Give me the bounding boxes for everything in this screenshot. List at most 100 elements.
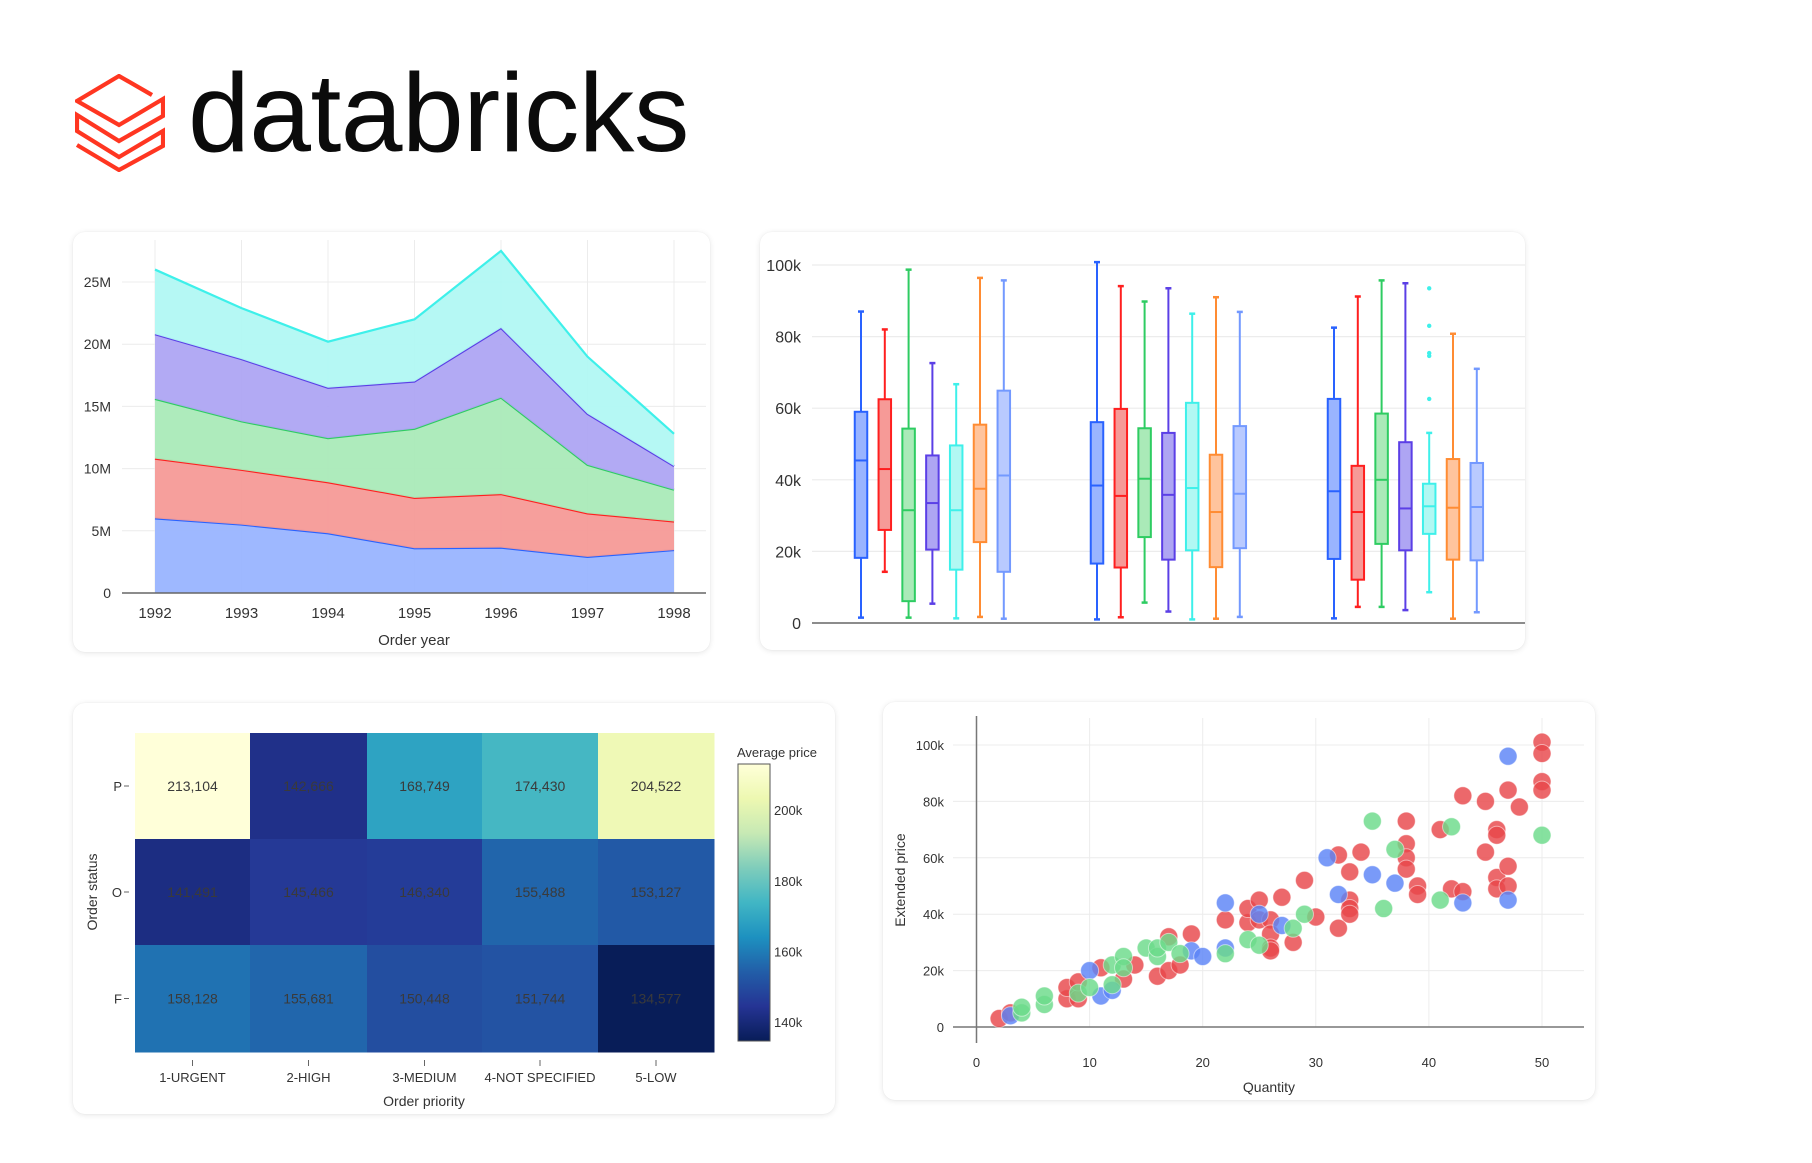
area-band-0 xyxy=(155,518,674,593)
y-tick-label: 0 xyxy=(792,616,801,633)
x-axis-title: Order priority xyxy=(383,1093,465,1109)
area-line-4 xyxy=(154,249,675,435)
y-axis-title: Order status xyxy=(84,853,100,930)
scatter-chart-card xyxy=(883,702,1595,1100)
box-iqr xyxy=(877,398,893,531)
scatter-point xyxy=(1340,862,1360,882)
heatmap-cell xyxy=(367,839,483,946)
colorbar-tick-label: 200k xyxy=(774,803,803,818)
scatter-point xyxy=(1317,848,1337,868)
x-axis-title: Quantity xyxy=(1243,1079,1295,1095)
box-iqr xyxy=(1184,401,1200,552)
scatter-point xyxy=(1215,944,1235,964)
box-iqr xyxy=(1232,425,1248,550)
x-tick-label: 1998 xyxy=(657,605,690,622)
box-iqr xyxy=(1350,464,1366,581)
colorbar-tick-label: 180k xyxy=(774,874,803,889)
scatter-point xyxy=(1475,842,1495,862)
x-tick-label: 1996 xyxy=(484,605,517,622)
scatter-point xyxy=(1487,825,1507,845)
box-iqr xyxy=(901,427,916,603)
scatter-point xyxy=(1193,947,1213,966)
scatter-point xyxy=(1102,975,1122,995)
colorbar-tick-label: 140k xyxy=(774,1015,803,1030)
x-tick-label: 1997 xyxy=(571,605,604,622)
scatter-point xyxy=(1509,797,1529,817)
box-iqr xyxy=(948,444,964,571)
y-tick-label: 0 xyxy=(937,1020,944,1035)
x-tick-label: 50 xyxy=(1535,1055,1549,1070)
scatter-chart: 0 10 20 30 40 50 0 20k 40k 60k 80k 100k Quantity Exte… xyxy=(892,716,1584,1095)
area-band-1 xyxy=(155,458,674,557)
box-iqr xyxy=(996,389,1012,573)
y-tick-label: 15M xyxy=(84,398,111,414)
heatmap-cell xyxy=(482,839,599,946)
heatmap-cell-label: 150,448 xyxy=(399,991,450,1007)
scatter-point xyxy=(1283,918,1303,938)
box-plot-chart: 0 20k 40k 60k 80k 100k xyxy=(766,258,1525,633)
box-iqr xyxy=(1326,397,1342,560)
scatter-point xyxy=(1498,746,1518,766)
scatter-point xyxy=(1328,884,1348,904)
scatter-point xyxy=(1362,865,1382,885)
box-iqr xyxy=(972,423,988,544)
x-tick-label: 1994 xyxy=(311,605,344,622)
scatter-point xyxy=(1328,918,1348,938)
y-tick-label: 0 xyxy=(103,585,111,601)
colorbar-title: Average price xyxy=(737,745,817,760)
y-axis-title: Extended price xyxy=(892,833,908,927)
scatter-point xyxy=(1408,884,1428,904)
scatter-point xyxy=(1080,961,1100,981)
scatter-point xyxy=(1034,986,1054,1006)
heatmap-cell-label: 168,749 xyxy=(399,778,450,794)
x-tick-label: 4-NOT SPECIFIED xyxy=(484,1070,595,1085)
scatter-point xyxy=(1396,811,1416,831)
heatmap-cell-label: 174,430 xyxy=(515,778,566,794)
y-tick-label: 10M xyxy=(84,461,111,477)
heatmap-cell xyxy=(482,945,599,1053)
heatmap-cell-label: 146,340 xyxy=(399,884,450,900)
y-tick-label: 100k xyxy=(766,258,802,275)
x-tick-label: 1-URGENT xyxy=(159,1070,226,1085)
y-tick-label: 80k xyxy=(775,330,802,347)
heatmap-cell xyxy=(598,733,715,840)
x-tick-label: 1995 xyxy=(398,605,431,622)
scatter-point xyxy=(1012,997,1032,1017)
x-tick-label: 40 xyxy=(1422,1055,1436,1070)
y-tick-label: P xyxy=(113,779,122,794)
x-tick-label: 1993 xyxy=(225,605,258,622)
scatter-point xyxy=(1294,904,1314,924)
scatter-point xyxy=(1170,944,1190,964)
heatmap-cell xyxy=(367,945,483,1053)
x-axis-title: Order year xyxy=(378,632,450,649)
heatmap-cell-label: 204,522 xyxy=(631,778,682,794)
x-tick-label: 2-HIGH xyxy=(286,1070,330,1085)
scatter-point xyxy=(1532,780,1552,800)
x-tick-label: 30 xyxy=(1309,1055,1323,1070)
scatter-point xyxy=(1080,978,1100,998)
scatter-point xyxy=(1385,839,1405,859)
box-iqr xyxy=(1398,441,1413,552)
heatmap-cell xyxy=(135,733,251,840)
heatmap-cell xyxy=(598,839,715,946)
scatter-point xyxy=(1215,910,1235,930)
heatmap-cell-label: 153,127 xyxy=(631,884,682,900)
heatmap-cell-label: 142,666 xyxy=(283,778,334,794)
y-tick-label: 20k xyxy=(775,544,802,561)
box-iqr xyxy=(1089,421,1105,565)
heatmap-cell-label: 141,491 xyxy=(167,884,218,900)
box-iqr xyxy=(853,410,869,559)
scatter-point xyxy=(1272,887,1292,907)
area-band-3 xyxy=(155,328,674,490)
scatter-point xyxy=(1215,893,1235,913)
x-tick-label: 0 xyxy=(973,1055,980,1070)
databricks-logo-icon xyxy=(75,74,165,172)
scatter-point xyxy=(1396,859,1416,879)
heatmap-chart: 213,104 142,666 168,749 174,430 204,522 141,4… xyxy=(84,733,817,1109)
heatmap-cell xyxy=(598,945,715,1053)
box-iqr xyxy=(1421,482,1437,535)
box-iqr xyxy=(1374,412,1389,545)
box-outlier xyxy=(1427,286,1432,291)
scatter-point xyxy=(1159,932,1179,952)
